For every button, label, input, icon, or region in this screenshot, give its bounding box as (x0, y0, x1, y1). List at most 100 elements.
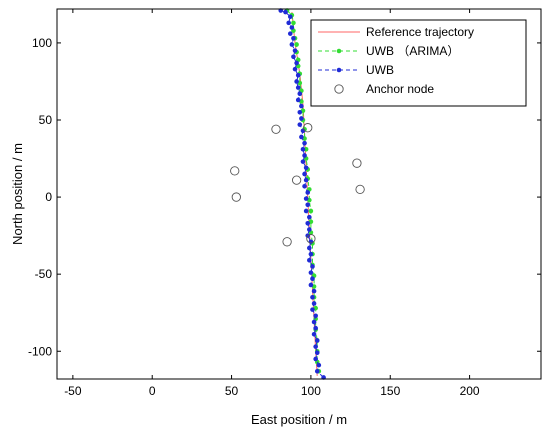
anchor-node-marker (306, 234, 316, 244)
data-point (302, 140, 307, 146)
data-point (310, 276, 315, 282)
legend: Reference trajectory UWB （ARIMA） UWB Anchor… (310, 19, 527, 107)
data-point (283, 9, 288, 15)
data-point (289, 25, 295, 30)
data-point (313, 325, 318, 331)
data-point (289, 42, 295, 47)
x-tick-label: -50 (64, 384, 82, 398)
data-point (294, 60, 299, 66)
data-point (291, 35, 296, 41)
anchor-node-marker (271, 124, 281, 134)
data-point (310, 307, 315, 312)
x-tick-label: 50 (225, 384, 239, 398)
y-axis-label: North position / m (10, 143, 25, 245)
data-point (311, 301, 317, 306)
data-point (308, 270, 314, 275)
data-point (299, 116, 304, 121)
data-point (294, 42, 299, 47)
data-point (287, 14, 293, 20)
data-point (287, 31, 293, 36)
y-tick-label: 50 (39, 113, 53, 127)
anchor-node-marker (355, 184, 365, 195)
data-point (292, 66, 298, 72)
data-point (300, 146, 306, 152)
legend-marker (336, 48, 342, 54)
data-point (311, 288, 317, 294)
plot-frame (56, 8, 542, 380)
data-point (308, 208, 314, 214)
x-axis-label: East position / m (251, 412, 347, 427)
anchor-node-marker (282, 237, 292, 247)
data-point (297, 109, 303, 115)
legend-entry: UWB （ARIMA） (318, 44, 459, 58)
data-point (313, 313, 318, 319)
data-point (303, 146, 309, 152)
anchor-node-marker (231, 192, 241, 202)
data-point (294, 79, 299, 84)
data-point (311, 319, 317, 325)
data-point (308, 251, 314, 257)
series-uwb (278, 8, 326, 380)
data-point (297, 122, 303, 127)
x-tick-label: 100 (301, 384, 321, 398)
data-point (308, 282, 314, 288)
x-tick-label: 0 (149, 384, 156, 398)
data-point (308, 239, 314, 245)
legend-label: Anchor node (366, 82, 434, 96)
data-point (313, 356, 318, 362)
data-point (299, 103, 304, 109)
data-point (295, 97, 301, 103)
data-point (295, 72, 301, 78)
legend-items: Reference trajectory UWB （ARIMA） UWB Anchor… (318, 25, 474, 96)
data-point (310, 294, 315, 300)
data-point (291, 20, 296, 26)
data-point (303, 196, 309, 201)
data-point (310, 264, 315, 269)
data-point (313, 344, 318, 349)
data-point (311, 331, 317, 337)
data-point (299, 134, 304, 140)
legend-label: UWB (366, 63, 394, 77)
data-layer (230, 8, 365, 380)
data-point (292, 48, 298, 53)
legend-entry: Reference trajectory (318, 25, 474, 39)
data-point (314, 338, 320, 343)
legend-marker (336, 67, 342, 73)
x-tick-label: 200 (460, 384, 480, 398)
data-point (302, 183, 307, 189)
anchor-node-marker (352, 158, 362, 168)
data-point (307, 214, 312, 220)
ticks-layer: -50 0 50 100 150 200 -100 -50 0 50 100 (28, 9, 541, 398)
data-point (307, 257, 312, 263)
data-point (314, 350, 320, 356)
y-tick-label: 100 (32, 36, 52, 50)
series-anchor-node (230, 123, 365, 247)
data-point (297, 91, 303, 97)
legend-label: Reference trajectory (366, 25, 474, 39)
data-point (295, 85, 301, 90)
legend-marker (334, 84, 344, 94)
anchor-node-marker (291, 175, 302, 185)
data-point (286, 20, 291, 26)
data-point (302, 153, 307, 158)
data-point (303, 165, 309, 171)
data-point (305, 220, 311, 226)
anchor-node-marker (303, 123, 313, 133)
legend-entry: Anchor node (334, 82, 434, 96)
data-point (303, 208, 309, 214)
data-point (305, 190, 311, 195)
legend-entry: UWB (318, 63, 394, 77)
data-point (303, 177, 309, 183)
y-tick-label: -100 (28, 344, 52, 358)
legend-box (310, 19, 527, 107)
data-point (307, 245, 312, 251)
data-point (314, 368, 320, 374)
y-tick-label: 0 (45, 190, 52, 204)
data-point (307, 227, 312, 232)
data-point (291, 54, 296, 60)
x-tick-label: 150 (380, 384, 400, 398)
data-point (305, 202, 311, 208)
legend-label: UWB （ARIMA） (366, 44, 459, 58)
data-point (302, 171, 307, 177)
